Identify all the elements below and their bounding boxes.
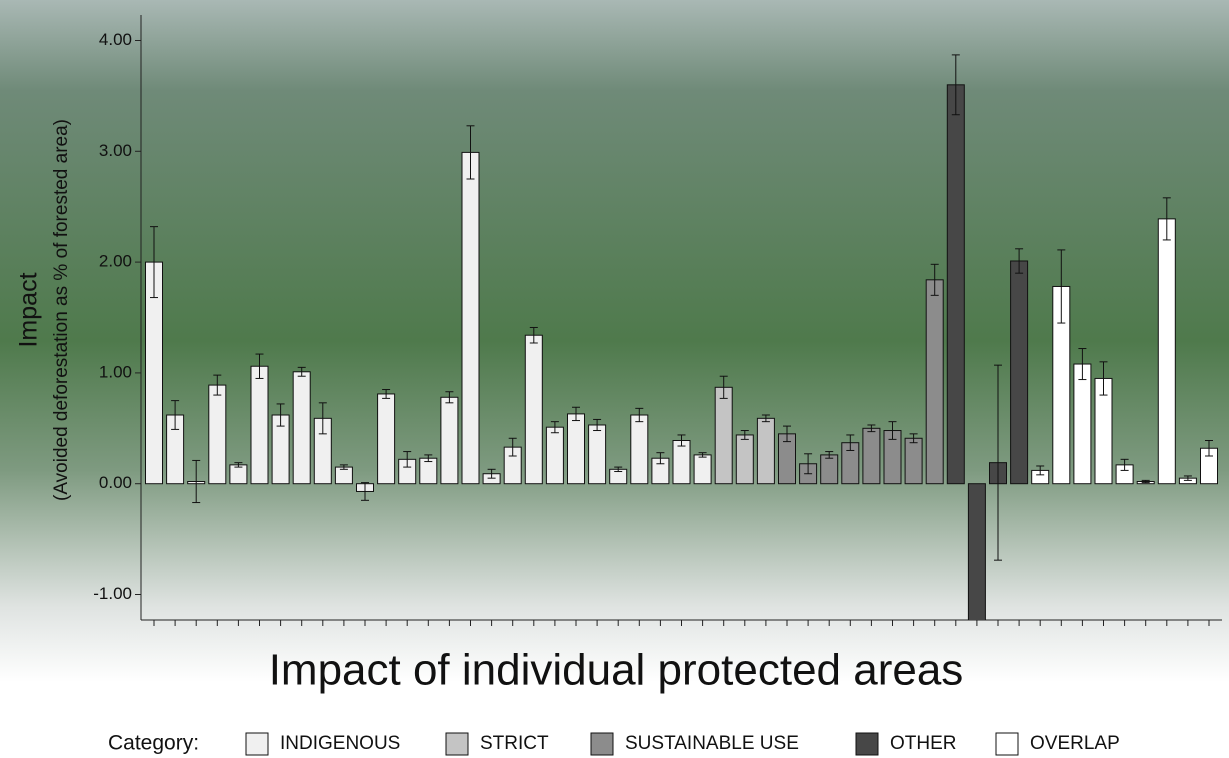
bar [631, 415, 648, 484]
bar [863, 428, 880, 483]
bar [821, 455, 838, 484]
legend-label: SUSTAINABLE USE [625, 733, 799, 754]
bar [715, 387, 732, 483]
y-tick-label: 4.00 [99, 30, 132, 49]
y-axis-title: Impact [15, 272, 43, 347]
bar [251, 366, 268, 483]
x-axis-title: Impact of individual protected areas [269, 646, 964, 695]
bar [694, 455, 711, 484]
bar [293, 372, 310, 484]
legend-swatch [446, 733, 468, 755]
legend-swatch [856, 733, 878, 755]
legend-label: OTHER [890, 733, 957, 754]
bar [546, 427, 563, 484]
bar [1158, 219, 1175, 484]
y-axis-subtitle: (Avoided deforestation as % of forested … [51, 119, 72, 501]
bar [230, 465, 247, 484]
legend-swatch [996, 733, 1018, 755]
bar [673, 440, 690, 483]
y-tick-label: 1.00 [99, 362, 132, 381]
legend-swatch [246, 733, 268, 755]
bar [968, 484, 985, 628]
legend-swatch [591, 733, 613, 755]
legend-label: STRICT [480, 733, 549, 754]
bar [378, 394, 395, 484]
legend-label: INDIGENOUS [280, 733, 400, 754]
bar [905, 438, 922, 483]
bar [736, 435, 753, 484]
bar [568, 414, 585, 484]
legend-label: OVERLAP [1030, 733, 1120, 754]
bar [441, 397, 458, 483]
bar [462, 152, 479, 483]
background-photo [0, 0, 1229, 758]
y-tick-label: 0.00 [99, 473, 132, 492]
bar [209, 385, 226, 484]
bar [525, 335, 542, 483]
bar [589, 425, 606, 484]
legend-title: Category: [108, 732, 199, 755]
y-tick-label: 3.00 [99, 141, 132, 160]
bar [1011, 261, 1028, 484]
y-tick-label: -1.00 [93, 584, 132, 603]
y-tick-label: 2.00 [99, 252, 132, 271]
bar [1074, 364, 1091, 484]
chart: Impact (Avoided deforestation as % of fo… [0, 0, 1229, 758]
bar [926, 280, 943, 484]
bar [757, 418, 774, 483]
bar [947, 85, 964, 484]
